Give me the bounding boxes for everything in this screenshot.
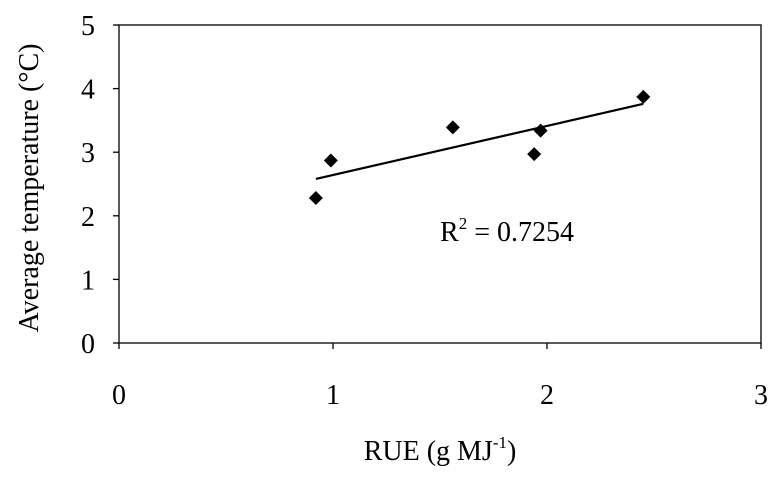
x-tick-label: 1: [326, 380, 340, 411]
x-tick-label: 0: [112, 380, 126, 411]
data-point: [308, 190, 323, 205]
r-squared-value: = 0.7254: [467, 217, 574, 248]
x-axis-title-superscript: -1: [493, 433, 507, 452]
x-axis-title-suffix: ): [507, 436, 516, 467]
x-tick-label: 3: [754, 380, 768, 411]
r-squared-main: R: [440, 217, 459, 248]
y-tick-label: 4: [81, 75, 95, 106]
y-tick-label: 2: [81, 202, 95, 233]
y-tick-label: 5: [81, 11, 95, 42]
data-point: [636, 89, 651, 104]
r-squared-annotation: R2 = 0.7254: [440, 214, 574, 248]
y-tick-label: 0: [81, 329, 95, 360]
data-point: [445, 120, 460, 135]
y-axis-title: Average temperature (°C): [14, 44, 45, 333]
data-point: [527, 147, 542, 162]
data-point: [533, 123, 548, 138]
y-tick-label: 3: [81, 138, 95, 169]
plot-area: 0 1 2 3 4 5 0 1 2 3: [81, 11, 768, 411]
x-axis-title: RUE (g MJ-1): [364, 433, 517, 467]
x-axis-title-main: RUE (g MJ: [364, 436, 493, 467]
x-tick-label: 2: [540, 380, 554, 411]
data-point: [323, 153, 338, 168]
y-tick-label: 1: [81, 265, 95, 296]
r-squared-superscript: 2: [459, 214, 468, 233]
plot-frame: [118, 24, 762, 344]
trend-line: [315, 102, 644, 180]
